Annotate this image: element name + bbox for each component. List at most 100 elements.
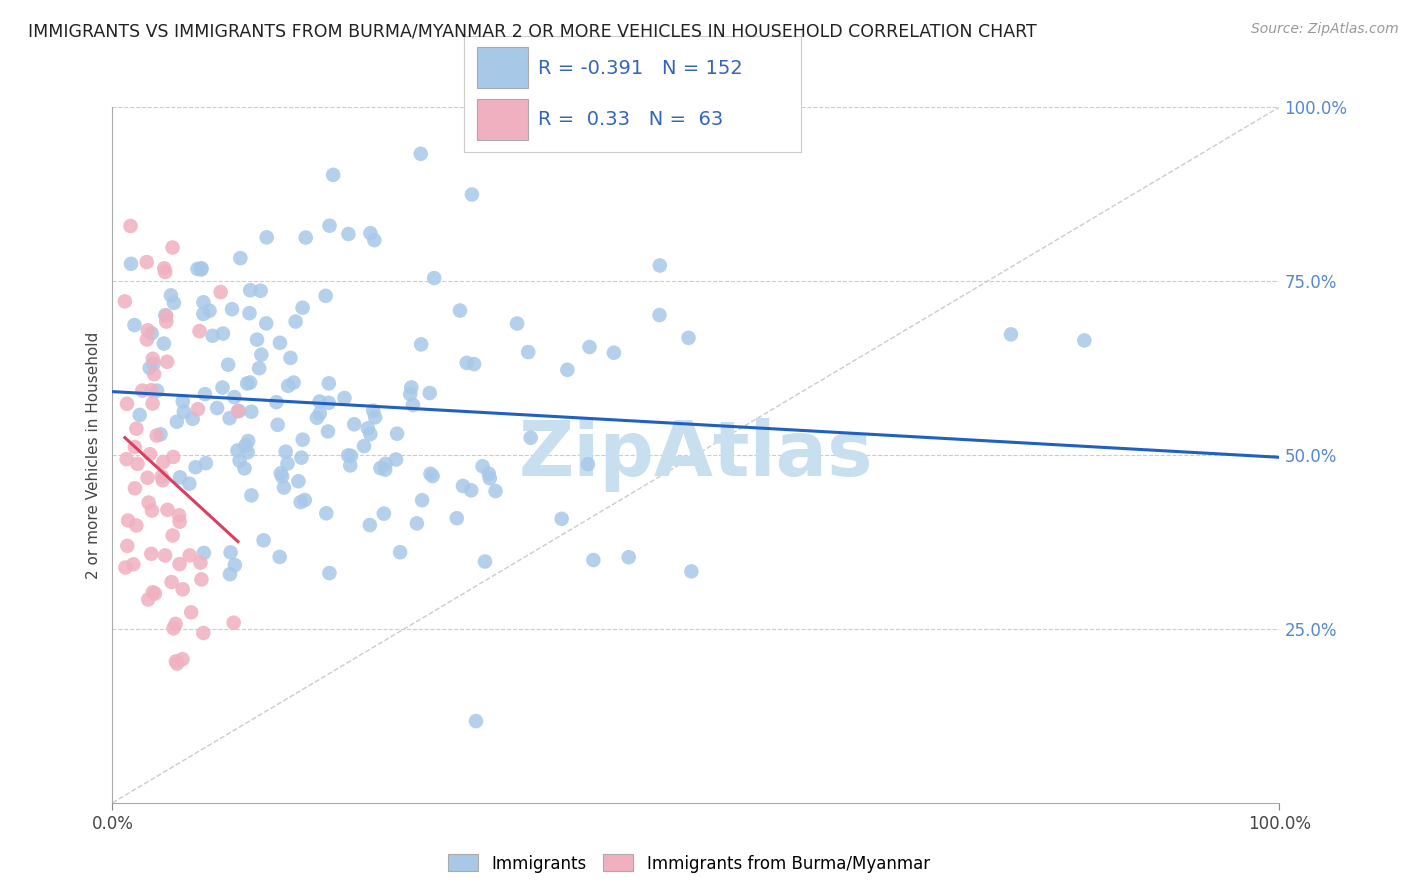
- Point: [401, 380, 423, 394]
- Point: [308, 406, 330, 420]
- Point: [201, 328, 224, 343]
- Point: [120, 219, 142, 233]
- Point: [359, 518, 381, 533]
- Point: [181, 412, 204, 426]
- Point: [139, 361, 162, 376]
- Point: [149, 427, 172, 442]
- Point: [198, 303, 221, 318]
- Point: [402, 398, 425, 412]
- Point: [294, 493, 316, 508]
- Point: [246, 333, 269, 347]
- Point: [517, 345, 540, 359]
- Point: [456, 356, 478, 370]
- Point: [361, 403, 384, 417]
- Point: [142, 396, 165, 410]
- Point: [557, 363, 579, 377]
- Point: [603, 345, 626, 359]
- Point: [186, 261, 208, 276]
- Text: ZipAtlas: ZipAtlas: [519, 418, 873, 491]
- Point: [153, 336, 176, 351]
- Point: [247, 361, 270, 376]
- Point: [461, 187, 484, 202]
- Point: [374, 457, 396, 471]
- Point: [449, 303, 471, 318]
- Point: [240, 488, 263, 502]
- Point: [287, 475, 309, 489]
- Point: [114, 560, 136, 574]
- Point: [506, 317, 529, 331]
- Point: [359, 427, 381, 442]
- Point: [221, 302, 243, 317]
- Point: [423, 271, 446, 285]
- Point: [315, 506, 337, 520]
- Point: [411, 493, 433, 508]
- Point: [125, 422, 148, 436]
- Point: [283, 376, 305, 390]
- Point: [308, 394, 330, 409]
- Point: [205, 401, 228, 415]
- Point: [193, 546, 215, 560]
- Text: Source: ZipAtlas.com: Source: ZipAtlas.com: [1251, 22, 1399, 37]
- Point: [399, 387, 422, 401]
- Point: [337, 227, 360, 241]
- Point: [1000, 327, 1022, 342]
- Point: [478, 471, 501, 485]
- Point: [139, 447, 162, 461]
- Point: [582, 553, 605, 567]
- Point: [128, 408, 150, 422]
- Point: [193, 626, 215, 640]
- Point: [239, 283, 262, 297]
- Point: [250, 348, 273, 362]
- Point: [236, 445, 259, 459]
- Point: [188, 324, 211, 338]
- Point: [228, 404, 250, 418]
- Point: [187, 402, 209, 417]
- Point: [343, 417, 366, 432]
- Point: [228, 453, 250, 467]
- Point: [169, 557, 191, 571]
- Point: [1073, 334, 1095, 348]
- Text: IMMIGRANTS VS IMMIGRANTS FROM BURMA/MYANMAR 2 OR MORE VEHICLES IN HOUSEHOLD CORR: IMMIGRANTS VS IMMIGRANTS FROM BURMA/MYAN…: [28, 22, 1036, 40]
- Y-axis label: 2 or more Vehicles in Household: 2 or more Vehicles in Household: [86, 331, 101, 579]
- Point: [484, 484, 506, 499]
- Point: [166, 657, 188, 671]
- Point: [169, 515, 191, 529]
- Point: [136, 592, 159, 607]
- Point: [219, 545, 242, 559]
- Point: [193, 307, 215, 321]
- Point: [142, 351, 165, 366]
- Point: [155, 308, 177, 322]
- Point: [576, 457, 599, 471]
- Point: [294, 230, 316, 244]
- Point: [252, 533, 274, 548]
- Point: [115, 452, 138, 467]
- Point: [153, 261, 176, 276]
- Point: [162, 621, 184, 635]
- Legend: Immigrants, Immigrants from Burma/Myanmar: Immigrants, Immigrants from Burma/Myanma…: [441, 847, 936, 880]
- Point: [266, 395, 288, 409]
- Point: [406, 516, 429, 531]
- Point: [373, 507, 395, 521]
- Point: [218, 411, 240, 425]
- Point: [142, 357, 165, 371]
- Point: [190, 556, 212, 570]
- Point: [678, 331, 700, 345]
- Point: [422, 469, 444, 483]
- Point: [167, 508, 190, 523]
- Point: [153, 549, 176, 563]
- Point: [224, 390, 246, 404]
- Point: [374, 462, 396, 476]
- Point: [236, 434, 259, 448]
- Point: [240, 405, 263, 419]
- Point: [141, 326, 163, 341]
- Point: [212, 326, 235, 341]
- Point: [385, 452, 408, 467]
- Point: [284, 314, 307, 328]
- Point: [209, 285, 232, 299]
- Point: [162, 240, 184, 254]
- Point: [273, 481, 295, 495]
- Point: [291, 301, 314, 315]
- Point: [266, 417, 288, 432]
- Point: [239, 376, 262, 390]
- Point: [370, 461, 392, 475]
